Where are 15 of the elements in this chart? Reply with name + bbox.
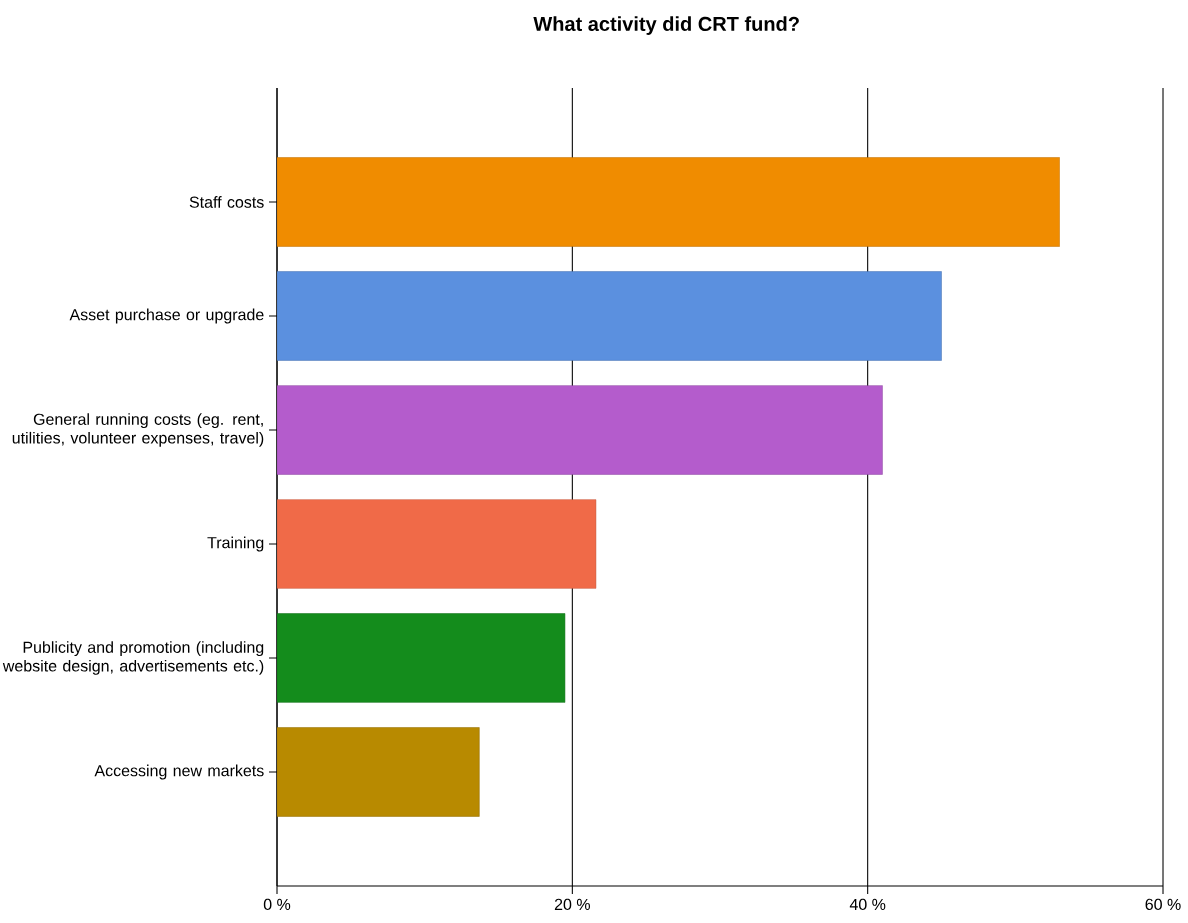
x-tick-label: 60 % bbox=[1145, 898, 1181, 911]
bar bbox=[277, 499, 597, 589]
x-tick-label: 20 % bbox=[554, 898, 590, 911]
x-tick-label: 40 % bbox=[849, 898, 886, 911]
y-tick-label: Accessing new markets bbox=[94, 764, 264, 780]
bar bbox=[277, 271, 942, 361]
y-tick-label: Training bbox=[207, 536, 264, 552]
y-tick-label: General running costs (eg. rent, utilities, volunteer expenses, travel) bbox=[12, 413, 264, 447]
y-tick-label: Staff costs bbox=[189, 196, 264, 208]
x-tick-label: 0 % bbox=[263, 898, 291, 911]
y-tick-label: Asset purchase or upgrade bbox=[69, 308, 264, 324]
bar bbox=[277, 157, 1060, 247]
bar bbox=[277, 727, 480, 817]
y-tick-label: Publicity and promotion (including website design, advertisements etc.) bbox=[2, 641, 264, 675]
chart-title: What activity did CRT fund? bbox=[533, 16, 799, 35]
